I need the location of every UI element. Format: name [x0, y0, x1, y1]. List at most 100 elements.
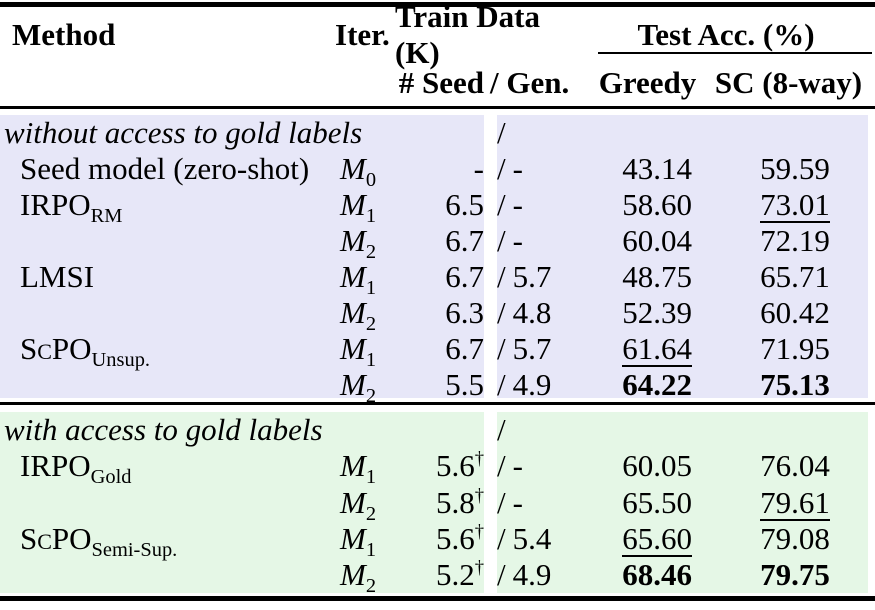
- section-title: without access to gold labels: [4, 115, 363, 150]
- gen-cell: /5.7: [497, 259, 552, 294]
- section1-bg-right: [497, 115, 868, 398]
- table-row: M2 5.8† / - 65.50 79.61: [0, 484, 875, 524]
- method-cell: ScPOSemi-Sup.: [20, 520, 178, 561]
- col-header-gen: / Gen.: [490, 65, 570, 100]
- table-row: M2 5.2† /4.9 68.46 79.75: [0, 556, 875, 598]
- seed-cell: -: [473, 151, 484, 186]
- gen-cell: / -: [497, 187, 523, 222]
- dagger-mark: †: [474, 448, 484, 470]
- seed-cell: 6.7: [445, 223, 484, 258]
- table-row: ScPOUnsup. M1 6.7 /5.7 61.64 71.95: [0, 331, 875, 372]
- slash-divider: /: [497, 115, 506, 150]
- dagger-mark: †: [474, 557, 484, 579]
- iter-cell: M2: [340, 367, 377, 408]
- sc-cell: 65.71: [760, 259, 830, 294]
- table-row: LMSI M1 6.7 /5.7 48.75 65.71: [0, 259, 875, 300]
- header-rule: [0, 106, 875, 109]
- method-cell: IRPOGold: [20, 448, 132, 489]
- gen-cell: / -: [497, 223, 523, 258]
- test-acc-cmidrule: [598, 52, 872, 54]
- iter-cell: M1: [340, 520, 377, 561]
- section-unsupervised: without access to gold labels / Seed mod…: [0, 115, 875, 406]
- section-divider-rule: [0, 402, 875, 405]
- col-header-test-acc: Test Acc. (%): [637, 17, 815, 52]
- method-cell: Seed model (zero-shot): [20, 151, 310, 186]
- gen-cell: / -: [497, 151, 523, 186]
- iter-cell: M0: [340, 151, 377, 192]
- gen-cell: /4.8: [497, 295, 552, 330]
- bottom-rule: [0, 596, 875, 601]
- section-gold: with access to gold labels / IRPOGold M1…: [0, 412, 875, 598]
- seed-cell: 5.8†: [435, 484, 484, 520]
- col-header-method: Method: [12, 17, 116, 52]
- section2-bg-right: [497, 412, 868, 593]
- iter-cell: M2: [340, 223, 377, 264]
- sc-cell: 59.59: [760, 151, 830, 186]
- top-rule: [0, 2, 875, 7]
- table-row: IRPOGold M1 5.6† / - 60.05 76.04: [0, 448, 875, 489]
- dagger-mark: †: [474, 521, 484, 543]
- method-subscript: Unsup.: [91, 349, 151, 372]
- seed-cell: 6.7: [445, 259, 484, 294]
- seed-cell: 5.6†: [435, 448, 484, 484]
- iter-cell: M1: [340, 331, 377, 372]
- table-row: M2 6.3 /4.8 52.39 60.42: [0, 295, 875, 336]
- greedy-cell: 43.14: [622, 151, 692, 186]
- iter-cell: M2: [340, 295, 377, 336]
- seed-cell: 6.7: [445, 331, 484, 366]
- gen-cell: /4.9: [497, 556, 552, 592]
- sc-cell: 79.61: [760, 484, 830, 521]
- method-cell: ScPOUnsup.: [20, 331, 151, 372]
- method-subscript: Gold: [90, 466, 132, 489]
- sc-cell: 75.13: [760, 367, 830, 402]
- table-row: M2 5.5 /4.9 64.22 75.13: [0, 367, 875, 408]
- seed-cell: 5.5: [445, 367, 484, 402]
- seed-cell: 5.6†: [435, 520, 484, 556]
- greedy-cell: 48.75: [622, 259, 692, 294]
- method-cell: IRPORM: [20, 187, 123, 228]
- section2-bg-left: [0, 412, 484, 593]
- greedy-cell: 60.04: [622, 223, 692, 258]
- col-header-iter: Iter.: [335, 17, 390, 52]
- greedy-cell: 65.60: [622, 520, 692, 557]
- sc-cell: 72.19: [760, 223, 830, 258]
- iter-cell: M1: [340, 448, 377, 489]
- table-row: IRPORM M1 6.5 /- 58.60 73.01: [0, 187, 875, 228]
- method-subscript: Semi-Sup.: [91, 538, 178, 561]
- sc-cell: 76.04: [760, 448, 830, 484]
- slash-divider: /: [497, 412, 506, 448]
- sc-cell: 79.75: [760, 556, 830, 592]
- method-cell: LMSI: [20, 259, 95, 294]
- greedy-cell: 65.50: [622, 484, 692, 520]
- table-row: M2 6.7 /- 60.04 72.19: [0, 223, 875, 264]
- greedy-cell: 61.64: [622, 331, 692, 367]
- section-title-row: with access to gold labels /: [0, 412, 875, 448]
- iter-cell: M1: [340, 259, 377, 300]
- gen-cell: /4.9: [497, 367, 552, 402]
- seed-cell: 6.5: [445, 187, 484, 222]
- section-title: with access to gold labels: [4, 412, 323, 448]
- col-header-greedy: Greedy: [598, 65, 697, 100]
- dagger-mark: †: [474, 485, 484, 507]
- seed-cell: 6.3: [445, 295, 484, 330]
- col-header-seed: # Seed: [398, 65, 484, 100]
- gen-cell: / -: [497, 448, 523, 484]
- iter-cell: M2: [340, 556, 377, 598]
- gen-cell: /5.7: [497, 331, 552, 366]
- method-subscript: RM: [90, 205, 123, 228]
- sc-cell: 71.95: [760, 331, 830, 366]
- greedy-cell: 64.22: [622, 367, 692, 402]
- greedy-cell: 58.60: [622, 187, 692, 222]
- col-header-train-data: Train Data (K): [395, 0, 540, 70]
- greedy-cell: 68.46: [622, 556, 692, 592]
- sc-cell: 79.08: [760, 520, 830, 556]
- gen-cell: /5.4: [497, 520, 552, 556]
- sc-cell: 60.42: [760, 295, 830, 330]
- section-title-row: without access to gold labels /: [0, 115, 875, 151]
- gen-cell: / -: [497, 484, 523, 520]
- section1-bg-left: [0, 115, 484, 398]
- greedy-cell: 60.05: [622, 448, 692, 484]
- table-row: Seed model (zero-shot) M0 - / - 43.14 59.…: [0, 151, 875, 192]
- table-row: ScPOSemi-Sup. M1 5.6† /5.4 65.60 79.08: [0, 520, 875, 561]
